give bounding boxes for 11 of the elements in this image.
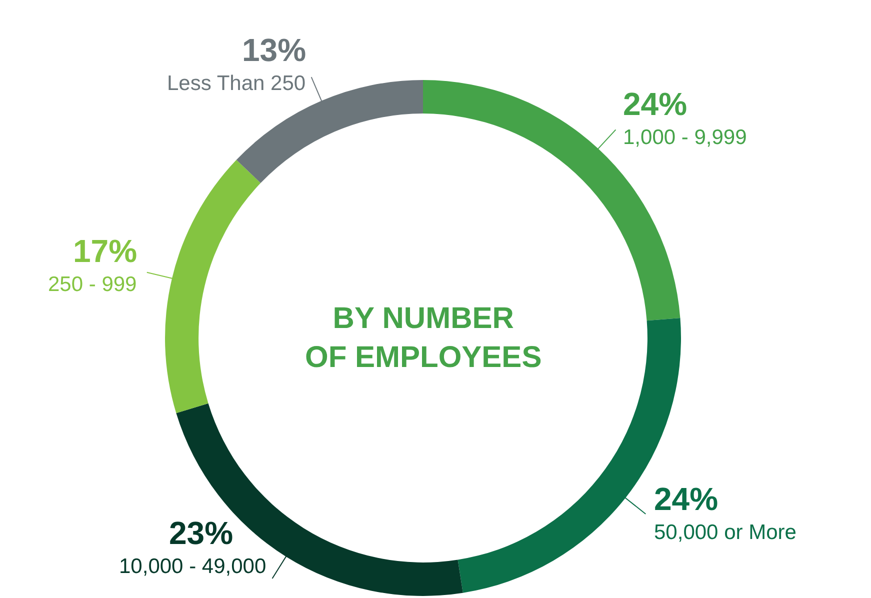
slice-label: 250 - 999 (48, 273, 137, 296)
data-label: 24% (654, 481, 718, 517)
slice-label: Less Than 250 (167, 72, 306, 95)
slice-label: 1,000 - 9,999 (623, 126, 747, 149)
slice-label: 10,000 - 49,000 (119, 555, 266, 578)
data-label: 13% (242, 32, 306, 68)
data-label: 23% (169, 515, 234, 551)
text: BY NUMBER OF EMPLOYEES (305, 302, 542, 374)
data-label: 17% (73, 233, 138, 269)
data-label: 24% (623, 86, 688, 122)
slice-label: 50,000 or More (654, 521, 796, 544)
